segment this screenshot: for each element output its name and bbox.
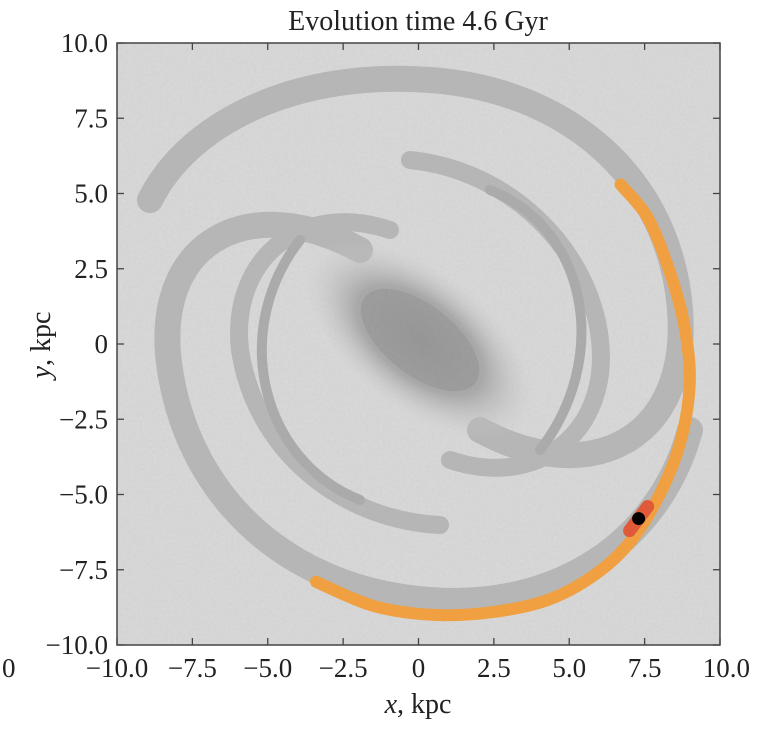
x-axis-unit: , kpc bbox=[397, 689, 451, 720]
y-tick-label: 7.5 bbox=[74, 103, 108, 133]
current-position-point bbox=[632, 512, 646, 526]
y-tick-label: −7.5 bbox=[59, 555, 108, 585]
x-tick-label: 2.5 bbox=[477, 653, 511, 683]
x-tick-label: −7.5 bbox=[168, 653, 217, 683]
y-tick-label: −5.0 bbox=[59, 480, 108, 510]
x-axis-variable: x bbox=[384, 689, 398, 720]
y-tick-label: −10.0 bbox=[46, 630, 108, 660]
y-tick-label: 10.0 bbox=[61, 28, 108, 58]
y-axis-variable: y bbox=[26, 365, 57, 381]
x-tick-label: 10.0 bbox=[703, 653, 750, 683]
y-tick-label: 2.5 bbox=[74, 254, 108, 284]
y-tick-label: −2.5 bbox=[59, 404, 108, 434]
y-axis-unit: , kpc bbox=[26, 312, 57, 366]
y-tick-label: 0 bbox=[95, 329, 109, 359]
y-axis-label: y, kpc bbox=[26, 312, 57, 382]
x-tick-label: 7.5 bbox=[628, 653, 662, 683]
x-tick-label: −5.0 bbox=[243, 653, 292, 683]
x-tick-label: −2.5 bbox=[319, 653, 368, 683]
y-tick-label: 5.0 bbox=[74, 179, 108, 209]
x-tick-label: 5.0 bbox=[552, 653, 586, 683]
x-tick-label: −10.0 bbox=[86, 653, 148, 683]
x-axis-label: x, kpc bbox=[384, 689, 452, 720]
chart-title: Evolution time 4.6 Gyr bbox=[288, 6, 548, 37]
corner-label: 0 bbox=[2, 653, 16, 683]
x-tick-label: 0 bbox=[412, 653, 426, 683]
galaxy-background bbox=[117, 43, 720, 645]
